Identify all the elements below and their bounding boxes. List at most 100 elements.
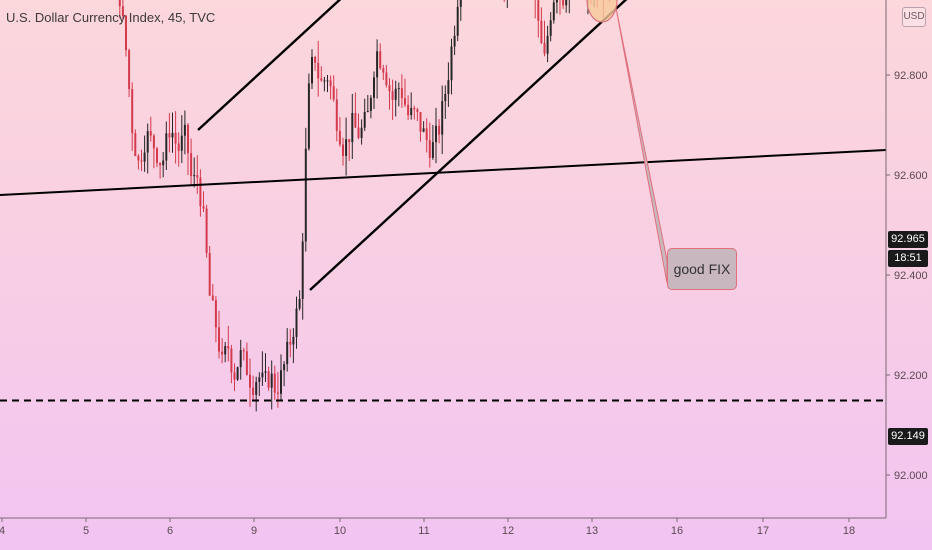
highlight-circle	[586, 0, 618, 23]
candle-body	[307, 83, 310, 149]
y-tick-label: 92.800	[894, 70, 928, 82]
candle-body	[128, 50, 131, 90]
candle-body	[264, 371, 267, 373]
candle-body	[286, 341, 289, 365]
candle-body	[441, 101, 444, 135]
candle-body	[183, 124, 186, 136]
candle-body	[227, 346, 230, 349]
candle-body	[292, 336, 295, 345]
candle-body	[311, 56, 313, 84]
candle-body	[317, 62, 320, 79]
candle-body	[190, 153, 193, 177]
candle-body	[165, 133, 168, 161]
candle-body	[453, 35, 456, 47]
x-tick-label: 10	[334, 525, 346, 537]
channel-lower-line	[309, 0, 628, 291]
current-price-tag: 92.965	[888, 231, 928, 248]
candle-body	[385, 72, 388, 86]
candle-body	[174, 132, 177, 144]
candle-body	[342, 144, 344, 156]
candle-body	[376, 51, 379, 78]
candle-body	[379, 51, 382, 69]
candle-body	[404, 98, 406, 105]
candle-body	[546, 35, 549, 54]
candle-body	[366, 110, 369, 113]
candle-body	[233, 372, 236, 380]
candle-body	[369, 97, 372, 111]
candle-body	[180, 135, 183, 151]
candle-body	[171, 132, 174, 138]
axes: 92.00092.20092.40092.60092.80093.00093.2…	[0, 0, 928, 537]
candle-body	[295, 308, 298, 337]
candle-body	[438, 125, 441, 135]
candle-body	[304, 148, 307, 242]
candle-body	[388, 85, 391, 92]
candle-body	[168, 133, 171, 138]
candle-body	[146, 131, 149, 153]
candle-body	[221, 351, 224, 355]
candle-body	[407, 104, 410, 116]
candle-body	[456, 6, 459, 36]
candle-body	[419, 112, 422, 132]
y-tick-label: 92.000	[894, 470, 928, 482]
x-tick-label: 6	[167, 525, 173, 537]
candle-body	[422, 128, 425, 132]
candle-body	[276, 392, 279, 394]
good-fix-note[interactable]: good FIX	[667, 248, 737, 290]
candle-body	[218, 327, 220, 352]
candle-body	[537, 0, 540, 21]
candle-body	[208, 253, 211, 296]
candle-body	[236, 367, 239, 380]
candle-body	[214, 300, 217, 328]
candle-body	[134, 133, 137, 157]
candle-body	[211, 295, 214, 301]
candle-body	[444, 94, 447, 102]
countdown-tag: 18:51	[888, 250, 928, 267]
candle-body	[156, 148, 158, 163]
candle-body	[329, 80, 332, 87]
candle-body	[565, 0, 568, 6]
candle-body	[543, 43, 546, 54]
candle-body	[562, 0, 565, 6]
candle-body	[394, 88, 397, 100]
candle-body	[413, 107, 416, 110]
candle-body	[239, 350, 242, 368]
candle-body	[332, 86, 335, 100]
candle-body	[363, 112, 366, 128]
candle-body	[205, 208, 208, 254]
candle-body	[199, 177, 202, 207]
candle-body	[549, 20, 552, 36]
candle-body	[382, 68, 385, 73]
x-tick-label: 4	[0, 525, 5, 537]
candle-body	[351, 113, 354, 143]
candle-body	[255, 381, 258, 395]
candle-body	[249, 374, 251, 388]
candle-body	[354, 113, 357, 128]
candle-body	[326, 80, 329, 82]
drawing-lines	[0, 0, 887, 402]
candle-body	[245, 351, 248, 375]
currency-button[interactable]: USD	[902, 7, 926, 27]
y-tick-label: 92.400	[894, 270, 928, 282]
candle-body	[552, 2, 555, 21]
chart-title: U.S. Dollar Currency Index, 45, TVC	[6, 10, 216, 25]
candle-body	[410, 107, 413, 116]
candle-body	[224, 346, 227, 355]
candle-body	[428, 140, 431, 158]
candle-body	[267, 371, 270, 388]
candle-body	[258, 377, 261, 382]
support-price-tag: 92.149	[888, 428, 928, 445]
candle-body	[242, 350, 245, 352]
candle-body	[357, 127, 360, 138]
candles	[118, 0, 611, 412]
candle-body	[159, 162, 162, 166]
candle-body	[323, 80, 326, 82]
candle-body	[261, 372, 264, 378]
x-tick-label: 13	[586, 525, 598, 537]
candle-body	[230, 348, 233, 373]
candle-body	[149, 131, 152, 136]
channel-upper-line	[197, 0, 342, 131]
candle-body	[162, 160, 165, 166]
